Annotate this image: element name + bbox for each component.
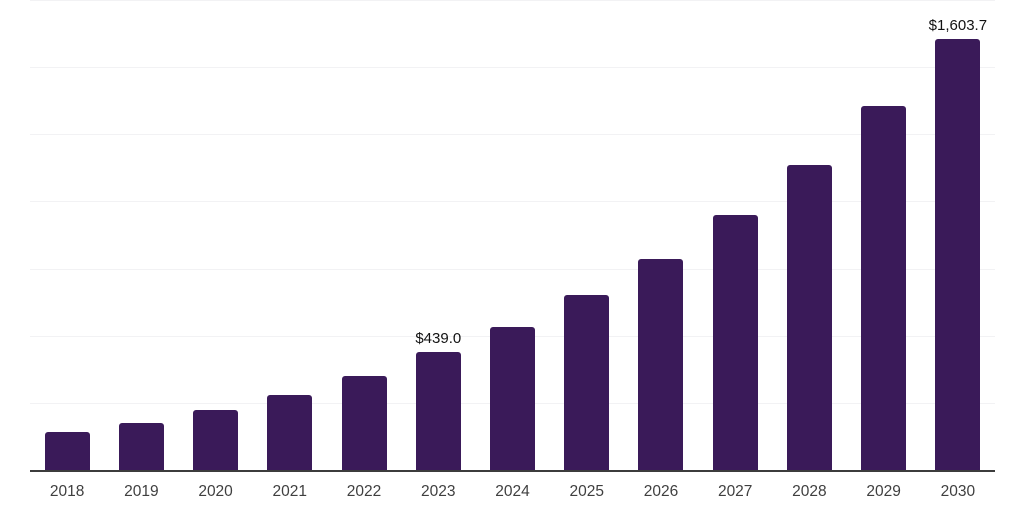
gridline-1750 [30, 0, 995, 1]
bar-2019 [118, 423, 164, 470]
bar-2027 [712, 214, 758, 470]
bar-2023 [415, 352, 461, 470]
bar-2030 [935, 39, 981, 470]
bar-2024 [490, 326, 535, 470]
gridline-750 [30, 268, 995, 270]
x-axis-line [30, 470, 995, 472]
x-axis-tick-labels: 2018 2019 2020 2021 2022 2023 2024 2025 2026 2027… [30, 483, 995, 505]
gridline-1500 [30, 67, 995, 69]
bar-2020 [193, 410, 239, 470]
x-tick-2023: 2023 [421, 483, 456, 500]
plot-area: $439.0 $1,603.7 [30, 0, 995, 470]
x-tick-2022: 2022 [346, 483, 382, 500]
bar-2022 [341, 375, 387, 470]
x-tick-2021: 2021 [272, 483, 308, 500]
bar-2029 [861, 105, 907, 470]
x-tick-2019: 2019 [124, 483, 159, 500]
bar-2021 [267, 394, 313, 470]
bar-2025 [564, 294, 610, 470]
x-tick-2028: 2028 [792, 483, 827, 500]
x-tick-2024: 2024 [495, 483, 530, 500]
x-tick-2020: 2020 [198, 483, 233, 500]
gridline-1250 [30, 134, 995, 136]
x-tick-2029: 2029 [866, 483, 901, 500]
bar-2026 [638, 258, 684, 470]
bar-2018 [44, 432, 90, 470]
x-tick-2030: 2030 [940, 483, 976, 500]
x-tick-2027: 2027 [717, 483, 753, 500]
gridline-1000 [30, 201, 995, 203]
bar-2028 [786, 164, 832, 470]
x-tick-2026: 2026 [643, 483, 679, 500]
x-tick-2025: 2025 [569, 483, 604, 500]
value-label-2023: $439.0 [415, 330, 462, 348]
value-label-2030: $1,603.7 [928, 17, 988, 35]
x-tick-2018: 2018 [49, 483, 85, 500]
